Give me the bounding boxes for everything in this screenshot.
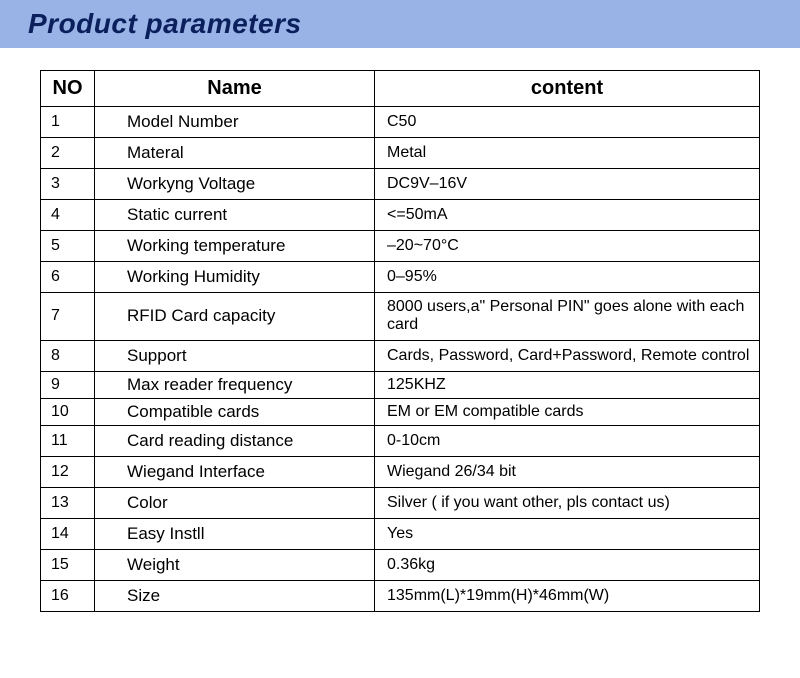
cell-no: 4 xyxy=(41,200,95,231)
cell-content: 0-10cm xyxy=(375,425,760,456)
col-header-content: content xyxy=(375,71,760,107)
table-row: 14 Easy Instll Yes xyxy=(41,518,760,549)
cell-no: 2 xyxy=(41,138,95,169)
cell-content: Cards, Password, Card+Password, Remote c… xyxy=(375,340,760,371)
cell-no: 11 xyxy=(41,425,95,456)
table-header-row: NO Name content xyxy=(41,71,760,107)
cell-name: Workyng Voltage xyxy=(95,169,375,200)
cell-content: Wiegand 26/34 bit xyxy=(375,456,760,487)
cell-no: 9 xyxy=(41,371,95,398)
table-row: 7 RFID Card capacity 8000 users,a" Perso… xyxy=(41,293,760,341)
cell-name: Compatible cards xyxy=(95,398,375,425)
cell-no: 13 xyxy=(41,487,95,518)
cell-content: –20~70°C xyxy=(375,231,760,262)
cell-content: Silver ( if you want other, pls contact … xyxy=(375,487,760,518)
cell-name: Easy Instll xyxy=(95,518,375,549)
table-container: NO Name content 1 Model Number C50 2 Mat… xyxy=(0,48,800,632)
cell-content: 0–95% xyxy=(375,262,760,293)
cell-name: Wiegand Interface xyxy=(95,456,375,487)
table-row: 15 Weight 0.36kg xyxy=(41,549,760,580)
cell-name: Size xyxy=(95,580,375,611)
cell-name: Weight xyxy=(95,549,375,580)
table-row: 6 Working Humidity 0–95% xyxy=(41,262,760,293)
cell-name: Working Humidity xyxy=(95,262,375,293)
cell-name: Model Number xyxy=(95,107,375,138)
page-title: Product parameters xyxy=(28,8,800,40)
cell-no: 8 xyxy=(41,340,95,371)
cell-content: 8000 users,a" Personal PIN" goes alone w… xyxy=(375,293,760,341)
cell-no: 1 xyxy=(41,107,95,138)
cell-content: EM or EM compatible cards xyxy=(375,398,760,425)
table-row: 2 Materal Metal xyxy=(41,138,760,169)
table-row: 4 Static current <=50mA xyxy=(41,200,760,231)
cell-name: Color xyxy=(95,487,375,518)
col-header-no: NO xyxy=(41,71,95,107)
parameters-table: NO Name content 1 Model Number C50 2 Mat… xyxy=(40,70,760,612)
cell-no: 16 xyxy=(41,580,95,611)
table-row: 11 Card reading distance 0-10cm xyxy=(41,425,760,456)
cell-name: Max reader frequency xyxy=(95,371,375,398)
cell-name: Support xyxy=(95,340,375,371)
cell-no: 7 xyxy=(41,293,95,341)
cell-name: RFID Card capacity xyxy=(95,293,375,341)
table-row: 1 Model Number C50 xyxy=(41,107,760,138)
cell-no: 15 xyxy=(41,549,95,580)
cell-content: DC9V–16V xyxy=(375,169,760,200)
cell-no: 12 xyxy=(41,456,95,487)
cell-no: 5 xyxy=(41,231,95,262)
cell-name: Card reading distance xyxy=(95,425,375,456)
cell-name: Static current xyxy=(95,200,375,231)
cell-content: 125KHZ xyxy=(375,371,760,398)
cell-no: 6 xyxy=(41,262,95,293)
cell-content: 135mm(L)*19mm(H)*46mm(W) xyxy=(375,580,760,611)
cell-name: Working temperature xyxy=(95,231,375,262)
cell-content: C50 xyxy=(375,107,760,138)
table-row: 13 Color Silver ( if you want other, pls… xyxy=(41,487,760,518)
cell-no: 10 xyxy=(41,398,95,425)
cell-no: 14 xyxy=(41,518,95,549)
table-row: 10 Compatible cards EM or EM compatible … xyxy=(41,398,760,425)
cell-content: 0.36kg xyxy=(375,549,760,580)
cell-name: Materal xyxy=(95,138,375,169)
table-row: 8 Support Cards, Password, Card+Password… xyxy=(41,340,760,371)
col-header-name: Name xyxy=(95,71,375,107)
table-row: 5 Working temperature –20~70°C xyxy=(41,231,760,262)
table-row: 3 Workyng Voltage DC9V–16V xyxy=(41,169,760,200)
table-row: 9 Max reader frequency 125KHZ xyxy=(41,371,760,398)
cell-content: <=50mA xyxy=(375,200,760,231)
cell-content: Metal xyxy=(375,138,760,169)
cell-content: Yes xyxy=(375,518,760,549)
header-bar: Product parameters xyxy=(0,0,800,48)
table-row: 16 Size 135mm(L)*19mm(H)*46mm(W) xyxy=(41,580,760,611)
table-row: 12 Wiegand Interface Wiegand 26/34 bit xyxy=(41,456,760,487)
cell-no: 3 xyxy=(41,169,95,200)
